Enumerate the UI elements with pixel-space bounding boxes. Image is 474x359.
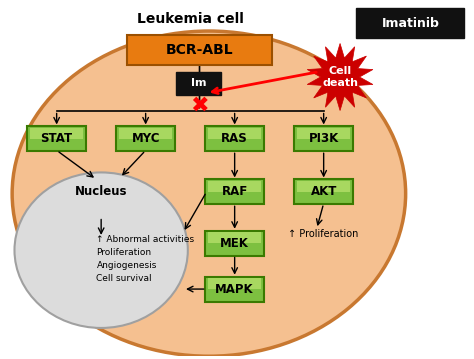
FancyBboxPatch shape bbox=[294, 180, 353, 204]
Text: MAPK: MAPK bbox=[215, 283, 254, 295]
FancyBboxPatch shape bbox=[205, 126, 264, 151]
Text: MEK: MEK bbox=[220, 237, 249, 250]
Text: RAF: RAF bbox=[221, 185, 248, 199]
Text: ✖: ✖ bbox=[190, 95, 209, 115]
Text: BCR-ABL: BCR-ABL bbox=[166, 43, 233, 57]
FancyBboxPatch shape bbox=[297, 128, 350, 139]
Text: Nucleus: Nucleus bbox=[75, 185, 128, 199]
Ellipse shape bbox=[12, 31, 406, 356]
Text: ↑ Proliferation: ↑ Proliferation bbox=[289, 229, 359, 239]
FancyBboxPatch shape bbox=[294, 126, 353, 151]
FancyBboxPatch shape bbox=[119, 128, 173, 139]
FancyBboxPatch shape bbox=[297, 181, 350, 192]
FancyBboxPatch shape bbox=[127, 34, 272, 65]
Text: RAS: RAS bbox=[221, 132, 248, 145]
FancyBboxPatch shape bbox=[116, 126, 175, 151]
Text: Im: Im bbox=[191, 78, 206, 88]
FancyBboxPatch shape bbox=[356, 8, 464, 38]
Text: MYC: MYC bbox=[131, 132, 160, 145]
Ellipse shape bbox=[15, 172, 188, 328]
FancyBboxPatch shape bbox=[176, 72, 220, 95]
FancyBboxPatch shape bbox=[205, 180, 264, 204]
Text: STAT: STAT bbox=[41, 132, 73, 145]
Polygon shape bbox=[307, 43, 373, 111]
Text: Leukemia cell: Leukemia cell bbox=[137, 12, 244, 26]
FancyBboxPatch shape bbox=[208, 278, 261, 289]
Text: PI3K: PI3K bbox=[309, 132, 339, 145]
FancyBboxPatch shape bbox=[208, 232, 261, 243]
Text: Cell
death: Cell death bbox=[322, 66, 358, 88]
Text: AKT: AKT bbox=[310, 185, 337, 199]
FancyBboxPatch shape bbox=[205, 276, 264, 302]
FancyBboxPatch shape bbox=[208, 181, 261, 192]
Text: Imatinib: Imatinib bbox=[382, 17, 439, 29]
FancyBboxPatch shape bbox=[27, 126, 86, 151]
FancyBboxPatch shape bbox=[208, 128, 261, 139]
FancyBboxPatch shape bbox=[30, 128, 83, 139]
FancyBboxPatch shape bbox=[205, 230, 264, 256]
Text: ↑ Abnormal activities
Proliferation
Angiogenesis
Cell survival: ↑ Abnormal activities Proliferation Angi… bbox=[97, 235, 195, 283]
